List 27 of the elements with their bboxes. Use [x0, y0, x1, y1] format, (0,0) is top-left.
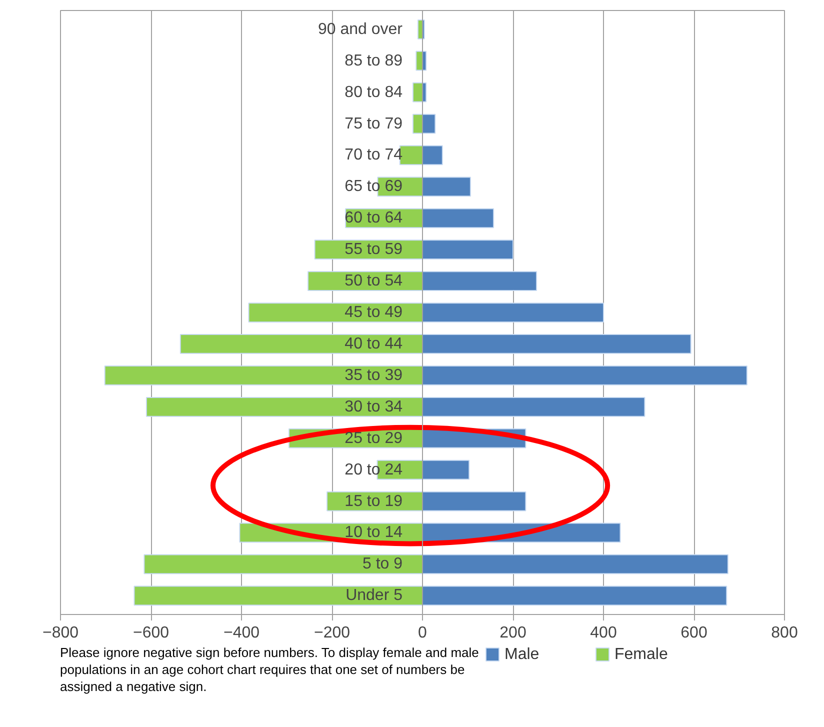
y-tick-label: 75 to 79 — [344, 115, 403, 132]
y-tick-label: 90 and over — [318, 20, 404, 38]
legend-label: Female — [614, 646, 668, 663]
y-tick-label: 50 to 54 — [344, 272, 403, 290]
legend-label: Male — [504, 646, 540, 663]
x-tick-label: −400 — [223, 624, 260, 642]
x-tick-label: −800 — [42, 624, 79, 642]
y-tick-label: Under 5 — [346, 587, 403, 604]
text: Please ignore negative sign before numbers. To display female and male populations in an age cohort chart requires that one set of numbers be assigned a negative sign. — [60, 645, 480, 696]
y-tick-label: 85 to 89 — [344, 52, 403, 70]
y-tick-label: 80 to 84 — [344, 84, 403, 101]
y-tick-label: 55 to 59 — [344, 241, 403, 258]
x-tick-label: 0 — [418, 624, 428, 642]
y-tick-label: 35 to 39 — [344, 366, 403, 384]
x-tick-label: −200 — [314, 624, 350, 642]
y-tick-label: 30 to 34 — [344, 398, 403, 416]
x-tick-label: 600 — [680, 624, 708, 642]
x-tick-label: 200 — [500, 624, 526, 642]
x-tick-label: 400 — [590, 624, 617, 642]
x-tick-label: −600 — [132, 624, 170, 642]
y-tick-label: 45 to 49 — [344, 304, 403, 321]
y-tick-label: 15 to 19 — [344, 492, 403, 510]
y-tick-label: 5 to 9 — [362, 556, 403, 573]
x-tick-label: 800 — [771, 624, 798, 642]
y-tick-label: 40 to 44 — [344, 335, 403, 352]
y-tick-label: 25 to 29 — [344, 430, 403, 447]
y-tick-label: 10 to 14 — [344, 524, 403, 542]
